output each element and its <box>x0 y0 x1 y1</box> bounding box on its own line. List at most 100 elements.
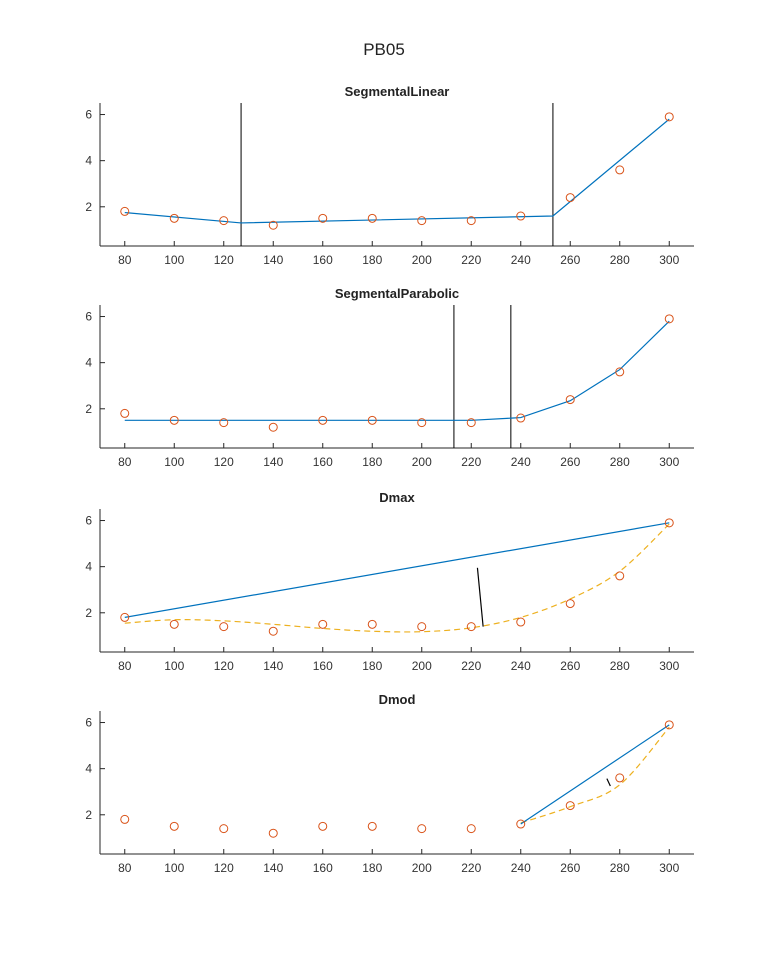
data-point <box>268 422 278 432</box>
x-tick-label: 80 <box>118 253 132 267</box>
data-point <box>367 213 377 223</box>
data-point <box>565 599 575 609</box>
x-tick-label: 200 <box>412 861 432 875</box>
data-point <box>169 415 179 425</box>
x-tick-label: 240 <box>511 861 531 875</box>
x-tick-label: 280 <box>610 455 630 469</box>
fitted-curve <box>520 726 670 824</box>
panel-3: Dmax 80 100 120 140 160 180 200 220 240 260 280 300 2… <box>85 490 694 673</box>
data-point <box>268 220 278 230</box>
fit-line <box>124 118 670 224</box>
x-tick-label: 160 <box>313 253 333 267</box>
x-tick-label: 180 <box>362 455 382 469</box>
x-tick-label: 100 <box>164 861 184 875</box>
x-tick-label: 200 <box>412 455 432 469</box>
panel-title: Dmod <box>379 692 416 707</box>
x-tick-label: 140 <box>263 455 283 469</box>
x-tick-label: 180 <box>362 253 382 267</box>
data-point <box>219 824 229 834</box>
data-point <box>664 314 674 324</box>
panel-title: SegmentalLinear <box>345 84 450 99</box>
data-point <box>169 213 179 223</box>
data-point <box>466 418 476 428</box>
x-tick-label: 220 <box>461 861 481 875</box>
data-point <box>219 216 229 226</box>
data-point <box>367 415 377 425</box>
y-tick-label: 4 <box>85 560 92 574</box>
x-tick-label: 300 <box>659 253 679 267</box>
data-point <box>417 622 427 632</box>
x-tick-label: 280 <box>610 253 630 267</box>
x-tick-label: 260 <box>560 253 580 267</box>
data-point <box>318 213 328 223</box>
x-tick-label: 100 <box>164 455 184 469</box>
x-tick-label: 100 <box>164 659 184 673</box>
data-point <box>417 418 427 428</box>
data-point <box>615 571 625 581</box>
x-tick-label: 120 <box>214 861 234 875</box>
data-point <box>268 626 278 636</box>
x-tick-label: 120 <box>214 253 234 267</box>
x-tick-label: 160 <box>313 861 333 875</box>
x-tick-label: 140 <box>263 659 283 673</box>
data-point <box>466 622 476 632</box>
y-tick-label: 6 <box>85 310 92 324</box>
y-tick-label: 2 <box>85 808 92 822</box>
panel-title: Dmax <box>379 490 415 505</box>
x-tick-label: 260 <box>560 659 580 673</box>
x-tick-label: 300 <box>659 455 679 469</box>
data-point <box>318 415 328 425</box>
y-tick-label: 6 <box>85 514 92 528</box>
x-tick-label: 180 <box>362 659 382 673</box>
x-tick-label: 240 <box>511 455 531 469</box>
y-tick-label: 2 <box>85 606 92 620</box>
data-point <box>268 828 278 838</box>
data-point <box>417 824 427 834</box>
y-tick-label: 6 <box>85 108 92 122</box>
x-tick-label: 260 <box>560 455 580 469</box>
x-tick-label: 180 <box>362 861 382 875</box>
data-point <box>318 619 328 629</box>
fit-line <box>124 522 670 618</box>
data-point <box>318 821 328 831</box>
data-point <box>367 821 377 831</box>
data-point <box>664 720 674 730</box>
data-point <box>615 165 625 175</box>
x-tick-label: 80 <box>118 659 132 673</box>
x-tick-label: 160 <box>313 659 333 673</box>
data-point <box>120 612 130 622</box>
x-tick-label: 220 <box>461 455 481 469</box>
panel-4: Dmod 80 100 120 140 160 180 200 220 240 260 280 300 2… <box>85 692 694 875</box>
data-point <box>120 408 130 418</box>
x-tick-label: 280 <box>610 861 630 875</box>
x-tick-label: 140 <box>263 253 283 267</box>
data-point <box>516 211 526 221</box>
fitted-curve <box>124 523 670 633</box>
x-tick-label: 280 <box>610 659 630 673</box>
data-point <box>516 617 526 627</box>
x-tick-label: 100 <box>164 253 184 267</box>
data-point <box>664 112 674 122</box>
x-tick-label: 80 <box>118 861 132 875</box>
fit-line <box>520 724 670 825</box>
data-point <box>120 814 130 824</box>
max-distance-line <box>606 778 611 787</box>
data-point <box>417 216 427 226</box>
data-point <box>169 619 179 629</box>
data-point <box>664 518 674 528</box>
data-point <box>565 801 575 811</box>
data-point <box>565 395 575 405</box>
max-distance-line <box>476 567 484 627</box>
data-point <box>466 216 476 226</box>
data-point <box>565 193 575 203</box>
data-point <box>219 418 229 428</box>
x-tick-label: 240 <box>511 253 531 267</box>
x-tick-label: 220 <box>461 659 481 673</box>
data-point <box>516 413 526 423</box>
data-point <box>120 206 130 216</box>
y-tick-label: 4 <box>85 154 92 168</box>
